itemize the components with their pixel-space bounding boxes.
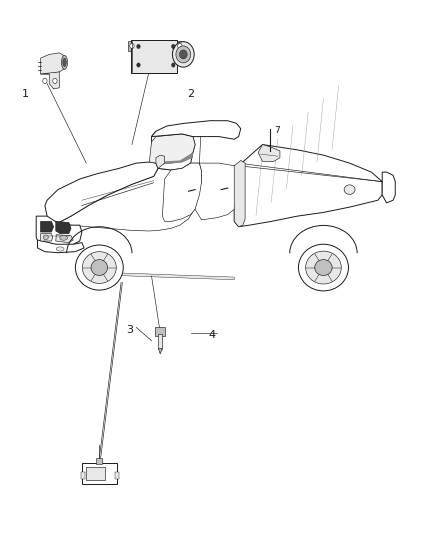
Polygon shape [258, 144, 280, 161]
Circle shape [178, 43, 182, 49]
Ellipse shape [176, 46, 191, 63]
Text: 3: 3 [126, 325, 133, 335]
Circle shape [137, 44, 140, 49]
Ellipse shape [56, 247, 64, 251]
Polygon shape [45, 162, 158, 225]
Polygon shape [234, 160, 245, 227]
Ellipse shape [298, 244, 349, 291]
Polygon shape [152, 131, 195, 170]
FancyBboxPatch shape [86, 467, 105, 480]
FancyBboxPatch shape [158, 334, 162, 349]
Polygon shape [56, 221, 71, 233]
FancyBboxPatch shape [176, 41, 184, 51]
Circle shape [172, 44, 175, 49]
Ellipse shape [91, 260, 108, 276]
Polygon shape [41, 221, 53, 232]
Circle shape [53, 78, 57, 84]
Ellipse shape [63, 58, 66, 67]
FancyBboxPatch shape [82, 463, 117, 484]
Polygon shape [195, 163, 239, 220]
Ellipse shape [306, 251, 341, 284]
Circle shape [172, 63, 175, 67]
Circle shape [43, 78, 47, 84]
FancyBboxPatch shape [131, 39, 177, 74]
Polygon shape [152, 120, 241, 139]
Polygon shape [382, 172, 395, 203]
Ellipse shape [60, 236, 67, 240]
Circle shape [137, 63, 140, 67]
Ellipse shape [344, 185, 355, 195]
Ellipse shape [43, 235, 48, 240]
Ellipse shape [61, 55, 67, 69]
Text: 4: 4 [209, 330, 216, 341]
Text: 1: 1 [22, 89, 29, 99]
Polygon shape [156, 152, 193, 165]
Polygon shape [156, 155, 165, 168]
Polygon shape [149, 134, 195, 163]
Circle shape [130, 43, 134, 49]
FancyBboxPatch shape [96, 458, 102, 464]
Ellipse shape [75, 245, 123, 290]
FancyBboxPatch shape [115, 472, 119, 479]
Text: 7: 7 [275, 126, 280, 135]
Polygon shape [162, 163, 201, 221]
Ellipse shape [82, 252, 116, 284]
Polygon shape [88, 272, 234, 280]
Polygon shape [234, 144, 382, 227]
FancyBboxPatch shape [128, 41, 136, 51]
Polygon shape [41, 72, 59, 89]
Polygon shape [159, 349, 162, 354]
Ellipse shape [180, 50, 187, 59]
Polygon shape [45, 163, 201, 231]
Polygon shape [41, 233, 53, 241]
Polygon shape [56, 235, 73, 243]
Polygon shape [38, 240, 84, 253]
Ellipse shape [315, 260, 332, 276]
Polygon shape [41, 53, 64, 74]
Text: 2: 2 [187, 89, 194, 99]
Ellipse shape [173, 42, 194, 67]
Polygon shape [36, 216, 82, 248]
FancyBboxPatch shape [81, 472, 85, 479]
FancyBboxPatch shape [155, 327, 165, 336]
